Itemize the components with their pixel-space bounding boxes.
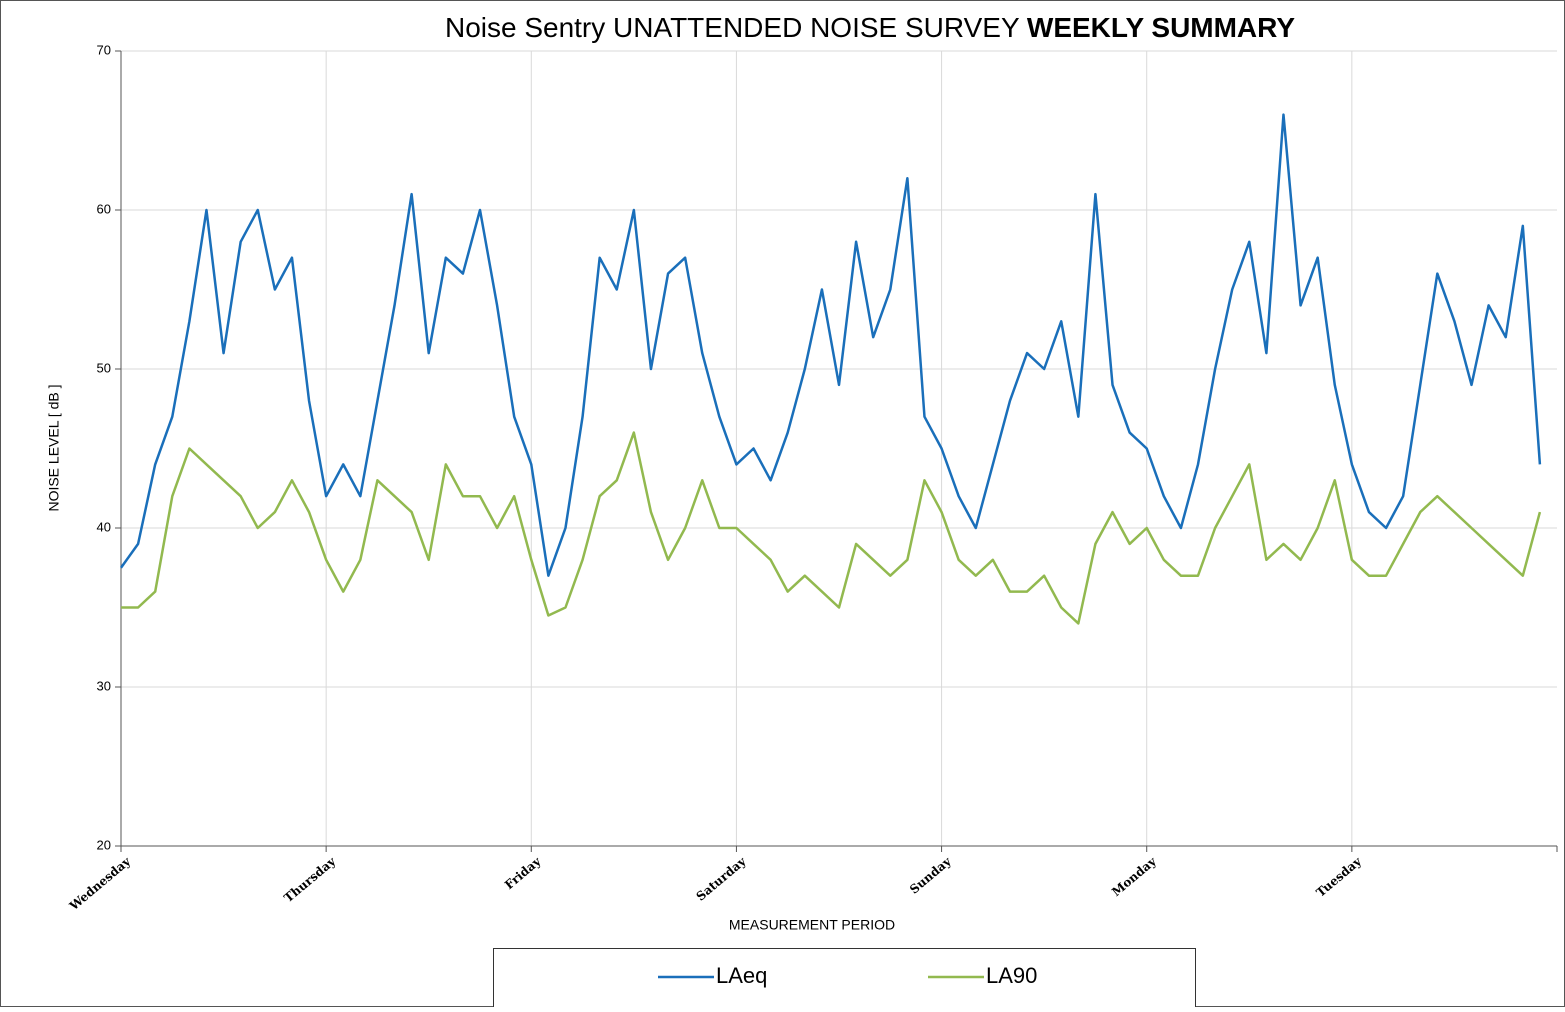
y-tick-label: 70 (97, 42, 111, 57)
y-tick-label: 30 (97, 678, 111, 693)
y-tick-label: 20 (97, 837, 111, 852)
y-tick-label: 40 (97, 519, 111, 534)
legend-label: LA90 (986, 963, 1037, 988)
legend-box (493, 948, 1196, 1009)
title-bold: WEEKLY SUMMARY (1027, 12, 1295, 43)
y-axis-label: NOISE LEVEL [ dB ] (46, 384, 62, 511)
x-axis-label: MEASUREMENT PERIOD (729, 917, 895, 933)
y-tick-label: 60 (97, 201, 111, 216)
series-line (119, 113, 1542, 577)
title-main: Noise Sentry UNATTENDED NOISE SURVEY (445, 12, 1020, 43)
y-tick-label: 50 (97, 360, 111, 375)
legend-label: LAeq (716, 963, 767, 988)
chart-title: Noise Sentry UNATTENDED NOISE SURVEY WEE… (445, 12, 1295, 43)
series-line (121, 431, 1542, 625)
